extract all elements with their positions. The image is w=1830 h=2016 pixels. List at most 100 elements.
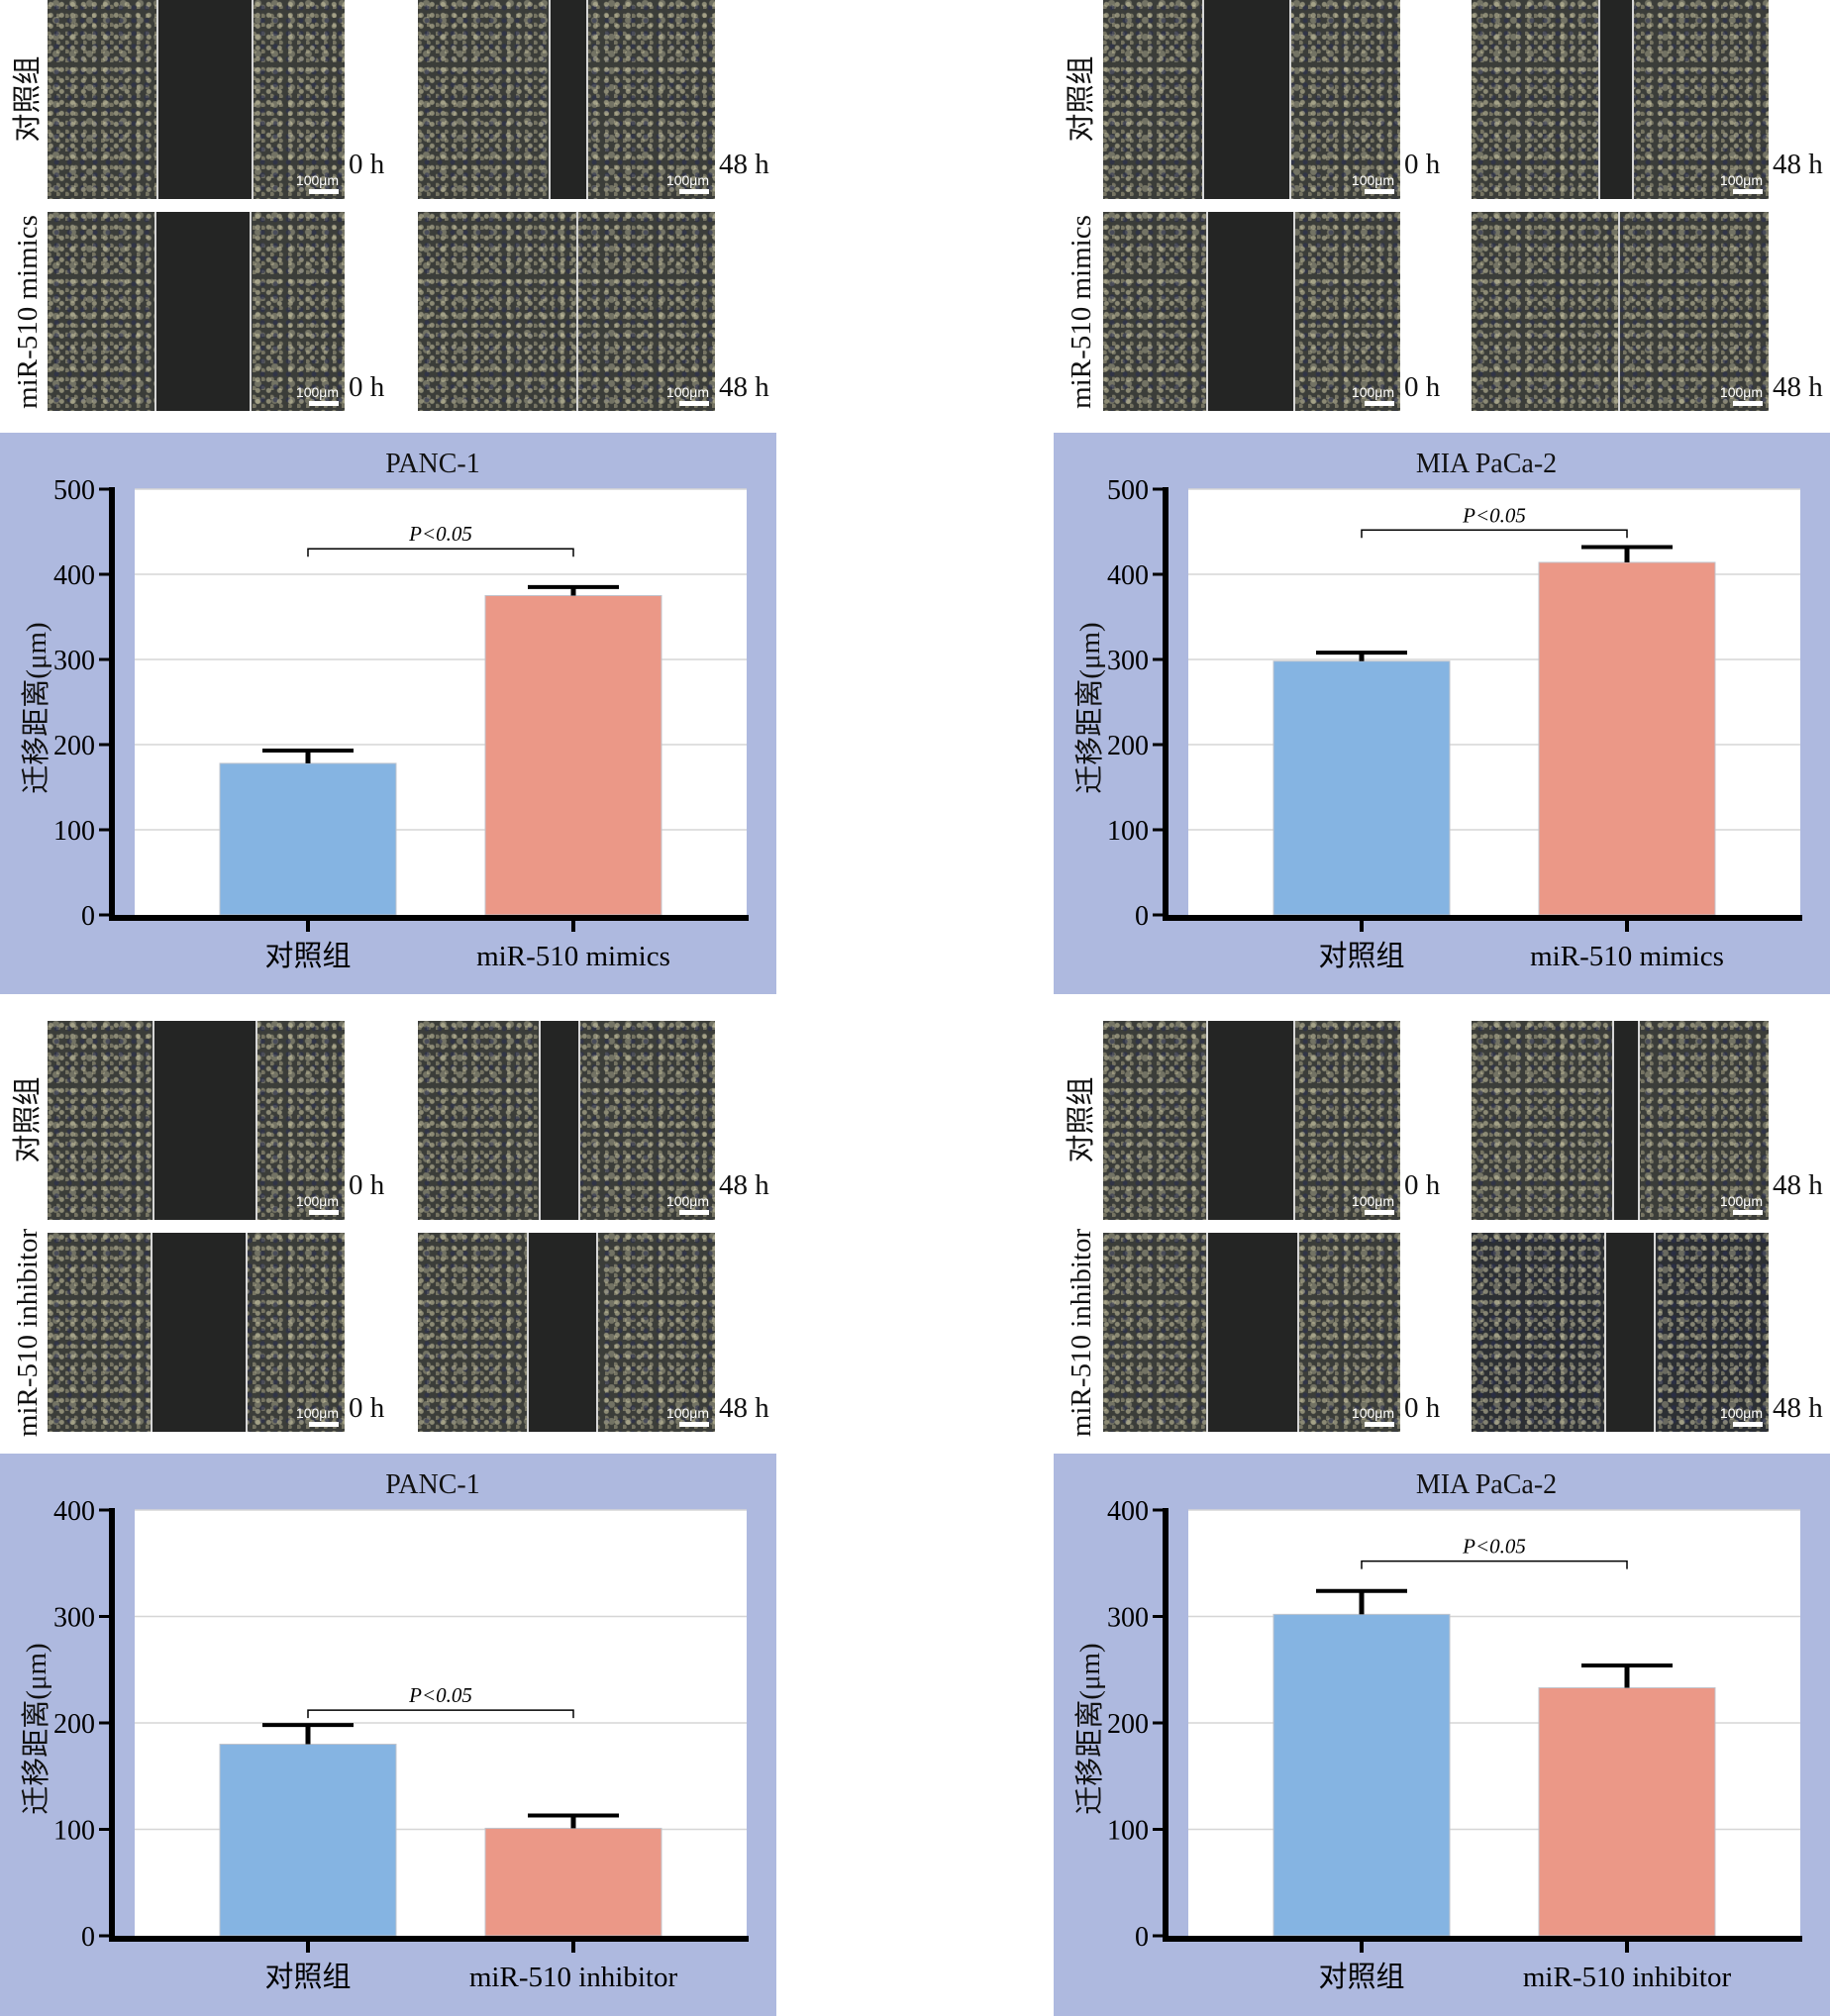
y-tick-label: 400 <box>1107 560 1149 591</box>
y-tick-label: 400 <box>53 1496 95 1527</box>
scale-bar-label: 100μm <box>1351 384 1394 400</box>
x-tick-label: 对照组 <box>264 1961 351 1993</box>
wound-image-control-0h: 100μm <box>1103 0 1400 199</box>
group-label-mimics: miR-510 mimics <box>12 215 44 409</box>
time-label-48h: 48 h <box>1773 371 1823 403</box>
significance-label: P<0.05 <box>408 1683 472 1707</box>
y-tick-label: 100 <box>1107 816 1149 847</box>
y-tick-label: 500 <box>53 475 95 506</box>
y-tick-label: 200 <box>1107 731 1149 761</box>
scale-bar-label: 100μm <box>665 1405 709 1421</box>
wound-image-control-48h: 100μm <box>1472 0 1769 199</box>
bar-control <box>1272 1613 1451 1937</box>
wound-image-inhibitor-0h: 100μm <box>1103 1233 1400 1432</box>
y-tick-label: 0 <box>1135 1922 1149 1953</box>
y-tick-label: 100 <box>1107 1816 1149 1847</box>
scale-bar-label: 100μm <box>665 384 709 400</box>
miapaca2-mimics-images: 对照组 miR-510 mimics 100μm 0 h 100μm 48 h … <box>1054 0 1830 426</box>
time-label-0h: 0 h <box>349 149 385 180</box>
significance-bracket <box>1361 529 1628 539</box>
wound-image-control-0h: 100μm <box>48 1021 345 1220</box>
chart-panel-panc1-mimics: P<0.05 0 100 200 300 400 500 对照组 miR-510 mimics P… <box>0 433 776 994</box>
bar-treatment <box>1538 561 1716 916</box>
y-tick-label: 0 <box>1135 901 1149 932</box>
y-tick-label: 0 <box>81 901 95 932</box>
miapaca2-inhibitor-images: 对照组 miR-510 inhibitor 100μm 0 h 100μm 48… <box>1054 1021 1830 1457</box>
y-tick-label: 100 <box>53 1816 95 1847</box>
scale-bar-label: 100μm <box>295 1193 339 1209</box>
chart-title: PANC-1 <box>385 1469 480 1500</box>
wound-image-inhibitor-0h: 100μm <box>48 1233 345 1432</box>
time-label-48h: 48 h <box>719 1392 769 1424</box>
scale-bar <box>309 401 339 406</box>
y-tick-label: 300 <box>53 1603 95 1634</box>
significance-bracket <box>1361 1560 1628 1569</box>
time-label-0h: 0 h <box>1404 149 1441 180</box>
group-label-inhibitor: miR-510 inhibitor <box>12 1228 44 1438</box>
scale-bar <box>679 189 709 194</box>
scale-bar <box>1733 1210 1763 1215</box>
time-label-0h: 0 h <box>1404 1392 1441 1424</box>
y-tick-label: 200 <box>53 731 95 761</box>
significance-label: P<0.05 <box>408 522 472 546</box>
chart-title: MIA PaCa-2 <box>1415 449 1558 479</box>
time-label-48h: 48 h <box>1773 1169 1823 1201</box>
chart-panel-panc1-inhibitor: P<0.05 0 100 200 300 400 对照组 miR-510 inhibitor P… <box>0 1454 776 2016</box>
wound-image-inhibitor-48h: 100μm <box>418 1233 715 1432</box>
x-tick-label: miR-510 mimics <box>1530 941 1724 972</box>
x-tick-label: 对照组 <box>1318 1961 1404 1993</box>
scale-bar <box>1365 1422 1394 1427</box>
scale-bar <box>1733 189 1763 194</box>
bar-chart: P<0.05 0 100 200 300 400 对照组 miR-510 inhibitor <box>1107 1496 1802 1993</box>
scale-bar-label: 100μm <box>1719 1193 1763 1209</box>
chart-panel-miapaca2-mimics: P<0.05 0 100 200 300 400 500 对照组 miR-510 mimics M… <box>1054 433 1830 994</box>
group-label-mimics: miR-510 mimics <box>1066 215 1097 409</box>
bar-chart: P<0.05 0 100 200 300 400 500 对照组 miR-510 mimics <box>1107 475 1802 972</box>
group-label-control: 对照组 <box>12 1076 44 1163</box>
bar-control <box>219 1744 397 1937</box>
scale-bar-label: 100μm <box>295 1405 339 1421</box>
time-label-0h: 0 h <box>349 371 385 403</box>
bar-control <box>1272 660 1451 916</box>
x-tick-label: miR-510 inhibitor <box>1523 1962 1732 1993</box>
scale-bar <box>1365 189 1394 194</box>
wound-image-control-0h: 100μm <box>1103 1021 1400 1220</box>
y-axis-label: 迁移距离(μm) <box>1074 1643 1106 1815</box>
x-tick-label: miR-510 inhibitor <box>469 1962 678 1993</box>
y-tick-label: 300 <box>1107 646 1149 676</box>
panc1-mimics-images: 对照组 miR-510 mimics 100μm 0 h 100μm 48 h … <box>0 0 782 426</box>
y-tick-label: 500 <box>1107 475 1149 506</box>
y-axis-label: 迁移距离(μm) <box>21 1643 52 1815</box>
wound-image-mimics-48h: 100μm <box>418 212 715 411</box>
wound-image-mimics-0h: 100μm <box>48 212 345 411</box>
scale-bar-label: 100μm <box>1351 172 1394 188</box>
significance-label: P<0.05 <box>1462 503 1526 527</box>
y-tick-label: 400 <box>53 560 95 591</box>
scale-bar <box>309 1210 339 1215</box>
y-tick-label: 0 <box>81 1922 95 1953</box>
time-label-48h: 48 h <box>719 1169 769 1201</box>
time-label-0h: 0 h <box>1404 371 1441 403</box>
x-tick-label: 对照组 <box>1318 940 1404 972</box>
scale-bar-label: 100μm <box>1719 1405 1763 1421</box>
time-label-48h: 48 h <box>1773 149 1823 180</box>
y-axis-label: 迁移距离(μm) <box>21 622 52 794</box>
wound-image-control-0h: 100μm <box>48 0 345 199</box>
y-tick-label: 200 <box>1107 1709 1149 1740</box>
significance-label: P<0.05 <box>1462 1535 1526 1559</box>
time-label-0h: 0 h <box>1404 1169 1441 1201</box>
scale-bar-label: 100μm <box>1719 172 1763 188</box>
bar-control <box>219 762 397 916</box>
wound-image-control-48h: 100μm <box>418 1021 715 1220</box>
scale-bar <box>309 189 339 194</box>
y-tick-label: 300 <box>1107 1603 1149 1634</box>
time-label-0h: 0 h <box>349 1392 385 1424</box>
y-tick-label: 200 <box>53 1709 95 1740</box>
scale-bar-label: 100μm <box>665 172 709 188</box>
chart-panel-miapaca2-inhibitor: P<0.05 0 100 200 300 400 对照组 miR-510 inhibitor M… <box>1054 1454 1830 2016</box>
time-label-0h: 0 h <box>349 1169 385 1201</box>
bar-chart: P<0.05 0 100 200 300 400 对照组 miR-510 inhibitor <box>53 1496 749 1993</box>
scale-bar <box>1733 401 1763 406</box>
group-label-control: 对照组 <box>1066 55 1097 143</box>
scale-bar-label: 100μm <box>665 1193 709 1209</box>
